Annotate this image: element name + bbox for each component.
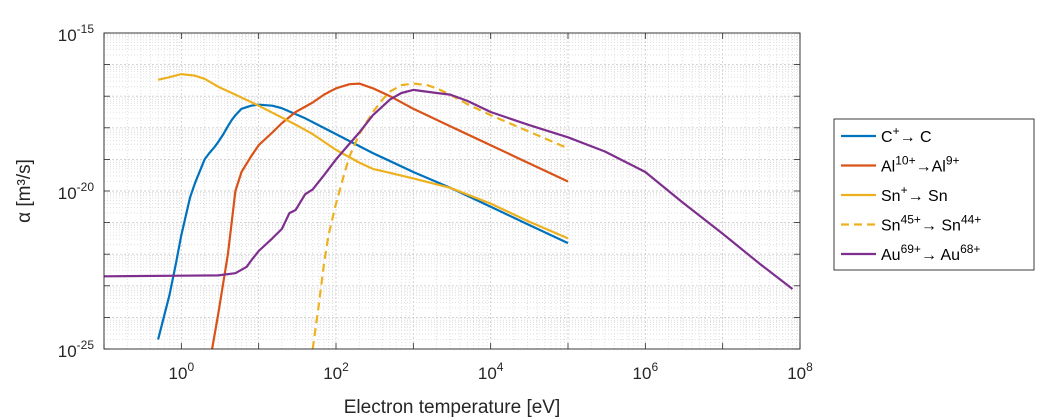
ticks <box>103 32 801 350</box>
series-line-3 <box>157 73 569 240</box>
y-axis-label: α [m³/s] <box>14 159 35 223</box>
x-axis-label: Electron temperature [eV] <box>344 397 561 418</box>
legend-label-3: Sn+→ Sn <box>881 183 948 205</box>
legend-label-2: Al10+→Al9+ <box>881 154 960 176</box>
series-lines <box>104 73 794 349</box>
x-tick-label: 104 <box>478 360 504 383</box>
y-tick-label: 10-20 <box>58 180 95 203</box>
y-tick-label: 10-15 <box>58 22 95 45</box>
series-line-4 <box>311 82 569 349</box>
y-tick-label: 10-25 <box>58 338 95 361</box>
series-line-2 <box>211 82 569 349</box>
x-tick-label: 102 <box>323 360 349 383</box>
legend-label-4: Sn45+→ Sn44+ <box>881 213 981 235</box>
series-line-1 <box>157 103 569 340</box>
tick-labels: 100 102 104 106 108 10-15 10-20 10-25 <box>58 22 813 383</box>
x-tick-label: 106 <box>633 360 659 383</box>
legend-label-1: C+→ C <box>881 124 932 146</box>
x-tick-label: 100 <box>169 360 195 383</box>
x-tick-label: 108 <box>787 360 813 383</box>
legend: C+→ C Al10+→Al9+ Sn+→ Sn Sn45+→ Sn44+ Au69+→… <box>833 118 1035 271</box>
legend-label-5: Au69+→ Au68+ <box>881 242 980 264</box>
series-line-5 <box>104 88 794 290</box>
plot-area: 100 102 104 106 108 10-15 10-20 10-25 <box>58 22 813 383</box>
